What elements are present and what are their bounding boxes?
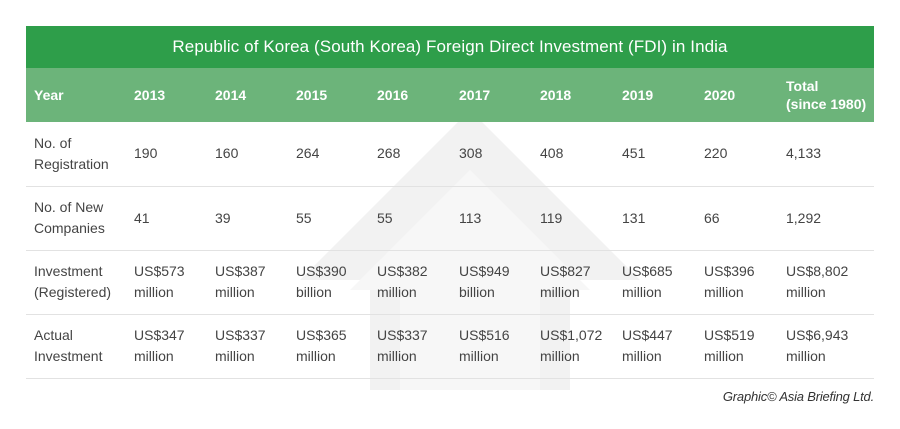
table-row-registration: No. of Registration 190 160 264 268 308 …: [26, 122, 874, 186]
table-cell-total: 4,133: [786, 145, 822, 162]
table-cell: 308: [459, 145, 483, 162]
table-cell-total: US$8,802 million: [786, 263, 849, 300]
table-cell: 268: [377, 145, 401, 162]
table-cell: US$1,072 million: [540, 327, 603, 364]
table-cell-total: US$6,943 million: [786, 327, 849, 364]
table-cell: US$387 million: [215, 263, 266, 300]
table-cell: 55: [296, 209, 312, 226]
header-2019: 2019: [622, 87, 654, 103]
header-row: Year 2013 2014 2015 2016 2017 2018 2019 …: [26, 68, 874, 122]
table-cell: 66: [704, 209, 720, 226]
header-2014: 2014: [215, 87, 247, 103]
table-cell: 41: [134, 209, 150, 226]
table-cell: 220: [704, 145, 728, 162]
table-cell: US$573 million: [134, 263, 185, 300]
table-cell: 264: [296, 145, 320, 162]
table-row-new-companies: No. of New Companies 41 39 55 55 113 119…: [26, 186, 874, 250]
table-cell: US$949 billion: [459, 263, 510, 300]
header-2018: 2018: [540, 87, 572, 103]
table-cell: 119: [540, 209, 563, 226]
table-cell: 113: [459, 209, 482, 226]
table-cell: US$390 billion: [296, 263, 347, 300]
table-cell: US$365 million: [296, 327, 347, 364]
header-total: Total (since 1980): [786, 78, 867, 112]
header-2013: 2013: [134, 87, 166, 103]
table-cell: 55: [377, 209, 393, 226]
row-label: Investment (Registered): [34, 263, 112, 300]
row-label: No. of New Companies: [34, 199, 105, 236]
table-cell: US$447 million: [622, 327, 673, 364]
header-2015: 2015: [296, 87, 328, 103]
table-cell: US$337 million: [215, 327, 266, 364]
table-cell: US$337 million: [377, 327, 428, 364]
header-2016: 2016: [377, 87, 409, 103]
graphic-credit: Graphic© Asia Briefing Ltd.: [722, 389, 874, 404]
row-label: Actual Investment: [34, 327, 103, 364]
table-cell: 190: [134, 145, 158, 162]
table-row-actual-investment: Actual Investment US$347 million US$337 …: [26, 314, 874, 378]
header-2017: 2017: [459, 87, 491, 103]
fdi-table-container: Republic of Korea (South Korea) Foreign …: [26, 26, 874, 379]
table-cell: 131: [622, 209, 646, 226]
row-label: No. of Registration: [34, 134, 109, 172]
table-row-investment-registered: Investment (Registered) US$573 million U…: [26, 250, 874, 314]
fdi-table: Year 2013 2014 2015 2016 2017 2018 2019 …: [26, 68, 874, 379]
table-cell: 39: [215, 209, 231, 226]
table-title: Republic of Korea (South Korea) Foreign …: [26, 26, 874, 68]
table-cell: US$519 million: [704, 327, 755, 364]
table-cell: US$396 million: [704, 263, 755, 300]
table-cell: US$827 million: [540, 263, 591, 300]
table-cell: 160: [215, 145, 239, 162]
table-cell-total: 1,292: [786, 209, 822, 226]
watermark-arrow-icon: [300, 110, 640, 390]
header-2020: 2020: [704, 87, 736, 103]
table-cell: US$516 million: [459, 327, 510, 364]
table-cell: US$685 million: [622, 263, 673, 300]
table-cell: US$382 million: [377, 263, 428, 300]
header-year: Year: [34, 87, 64, 103]
table-cell: 408: [540, 145, 564, 162]
table-cell: US$347 million: [134, 327, 185, 364]
table-cell: 451: [622, 145, 646, 162]
